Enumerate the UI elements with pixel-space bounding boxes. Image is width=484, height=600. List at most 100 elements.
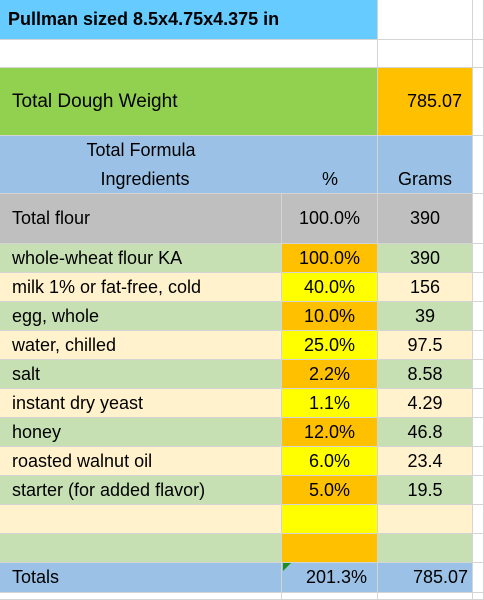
ingredient-pct-cell[interactable]: 25.0% — [282, 331, 378, 360]
ingredient-name-cell[interactable]: starter (for added flavor) — [0, 476, 282, 505]
empty-cell[interactable] — [0, 505, 282, 534]
total-flour-grams-cell[interactable]: 390 — [378, 194, 473, 244]
ingredient-name: starter (for added flavor) — [12, 479, 206, 500]
total-dough-value: 785.07 — [406, 91, 462, 111]
empty-cell[interactable] — [473, 194, 484, 244]
ingredient-pct-cell[interactable]: 6.0% — [282, 447, 378, 476]
empty-cell[interactable] — [473, 273, 484, 302]
header-grams-cell[interactable]: Grams — [378, 136, 473, 194]
ingredient-pct-cell[interactable]: 10.0% — [282, 302, 378, 331]
ingredient-pct-cell[interactable]: 100.0% — [282, 244, 378, 273]
ingredient-pct: 40.0% — [303, 276, 356, 297]
table-row: honey 12.0% 46.8 — [0, 418, 484, 447]
table-row: milk 1% or fat-free, cold 40.0% 156 — [0, 273, 484, 302]
ingredient-name: salt — [12, 363, 41, 384]
empty-cell[interactable] — [473, 418, 484, 447]
table-row: egg, whole 10.0% 39 — [0, 302, 484, 331]
ingredient-grams-cell[interactable]: 39 — [378, 302, 473, 331]
ingredient-name-cell[interactable]: whole-wheat flour KA — [0, 244, 282, 273]
empty-cell[interactable] — [378, 534, 473, 563]
total-dough-value-cell[interactable]: 785.07 — [378, 68, 473, 136]
total-flour-name-cell[interactable]: Total flour — [0, 194, 282, 244]
empty-cell[interactable] — [473, 331, 484, 360]
ingredient-name: milk 1% or fat-free, cold — [12, 276, 202, 297]
total-dough-label-cell[interactable]: Total Dough Weight — [0, 68, 378, 136]
table-row: starter (for added flavor) 5.0% 19.5 — [0, 476, 484, 505]
totals-pct-cell[interactable]: 201.3% — [282, 563, 378, 593]
ingredient-name-cell[interactable]: instant dry yeast — [0, 389, 282, 418]
ingredient-pct: 2.2% — [308, 363, 351, 384]
empty-cell[interactable] — [473, 563, 484, 593]
ingredient-pct-cell[interactable]: 12.0% — [282, 418, 378, 447]
ingredient-pct: 6.0% — [308, 450, 351, 471]
ingredient-pct-cell[interactable]: 2.2% — [282, 360, 378, 389]
ingredient-name-cell[interactable]: salt — [0, 360, 282, 389]
sheet-title: Pullman sized 8.5x4.75x4.375 in — [8, 9, 280, 29]
title-row: Pullman sized 8.5x4.75x4.375 in — [0, 0, 484, 40]
empty-cell[interactable] — [473, 360, 484, 389]
empty-cell[interactable] — [473, 505, 484, 534]
ingredient-grams-cell[interactable]: 23.4 — [378, 447, 473, 476]
ingredient-name: instant dry yeast — [12, 392, 144, 413]
table-row — [0, 505, 484, 534]
ingredient-grams: 390 — [409, 247, 441, 268]
ingredient-name-cell[interactable]: water, chilled — [0, 331, 282, 360]
ingredient-grams-cell[interactable]: 156 — [378, 273, 473, 302]
empty-cell[interactable] — [282, 505, 378, 534]
table-row: salt 2.2% 8.58 — [0, 360, 484, 389]
ingredient-pct-cell[interactable]: 40.0% — [282, 273, 378, 302]
ingredient-grams-cell[interactable]: 19.5 — [378, 476, 473, 505]
empty-cell[interactable] — [378, 505, 473, 534]
empty-cell[interactable] — [473, 534, 484, 563]
empty-cell[interactable] — [0, 40, 378, 68]
empty-cell[interactable] — [378, 40, 473, 68]
ingredient-name-cell[interactable]: honey — [0, 418, 282, 447]
ingredient-pct-cell[interactable]: 5.0% — [282, 476, 378, 505]
ingredient-pct-cell[interactable]: 1.1% — [282, 389, 378, 418]
empty-cell[interactable] — [0, 534, 282, 563]
header-grams: Grams — [398, 169, 452, 189]
empty-cell[interactable] — [282, 593, 378, 600]
title-cell[interactable]: Pullman sized 8.5x4.75x4.375 in — [0, 0, 378, 40]
ingredient-grams: 39 — [414, 305, 436, 326]
header-ingredients-cell[interactable]: Total Formula Ingredients % — [0, 136, 378, 194]
ingredient-name: roasted walnut oil — [12, 450, 153, 471]
empty-cell[interactable] — [473, 593, 484, 600]
totals-pct: 201.3% — [305, 567, 367, 587]
empty-cell[interactable] — [473, 244, 484, 273]
ingredient-grams-cell[interactable]: 4.29 — [378, 389, 473, 418]
ingredient-name-cell[interactable]: roasted walnut oil — [0, 447, 282, 476]
ingredient-name-cell[interactable]: milk 1% or fat-free, cold — [0, 273, 282, 302]
empty-cell[interactable] — [473, 476, 484, 505]
ingredient-grams-cell[interactable]: 46.8 — [378, 418, 473, 447]
empty-cell[interactable] — [473, 389, 484, 418]
empty-cell[interactable] — [473, 302, 484, 331]
ingredient-grams: 23.4 — [407, 450, 443, 471]
table-row: water, chilled 25.0% 97.5 — [0, 331, 484, 360]
empty-cell[interactable] — [378, 0, 473, 40]
ingredient-grams: 46.8 — [407, 421, 443, 442]
totals-grams-cell[interactable]: 785.07 — [378, 563, 473, 593]
empty-cell[interactable] — [378, 593, 473, 600]
ingredient-grams-cell[interactable]: 390 — [378, 244, 473, 273]
empty-cell[interactable] — [282, 534, 378, 563]
totals-grams: 785.07 — [412, 567, 468, 587]
total-dough-label: Total Dough Weight — [12, 90, 178, 112]
empty-cell[interactable] — [473, 40, 484, 68]
ingredient-grams-cell[interactable]: 8.58 — [378, 360, 473, 389]
totals-label-cell[interactable]: Totals — [0, 563, 282, 593]
blank-row — [0, 593, 484, 600]
ingredient-name: egg, whole — [12, 305, 100, 326]
empty-cell[interactable] — [473, 136, 484, 194]
table-row: roasted walnut oil 6.0% 23.4 — [0, 447, 484, 476]
totals-row: Totals 201.3% 785.07 — [0, 563, 484, 593]
empty-cell[interactable] — [0, 593, 282, 600]
ingredient-grams-cell[interactable]: 97.5 — [378, 331, 473, 360]
total-flour-pct-cell[interactable]: 100.0% — [282, 194, 378, 244]
ingredient-pct: 1.1% — [308, 392, 351, 413]
empty-cell[interactable] — [473, 0, 484, 40]
empty-cell[interactable] — [473, 68, 484, 136]
empty-cell[interactable] — [473, 447, 484, 476]
totals-label: Totals — [12, 567, 60, 587]
ingredient-name-cell[interactable]: egg, whole — [0, 302, 282, 331]
